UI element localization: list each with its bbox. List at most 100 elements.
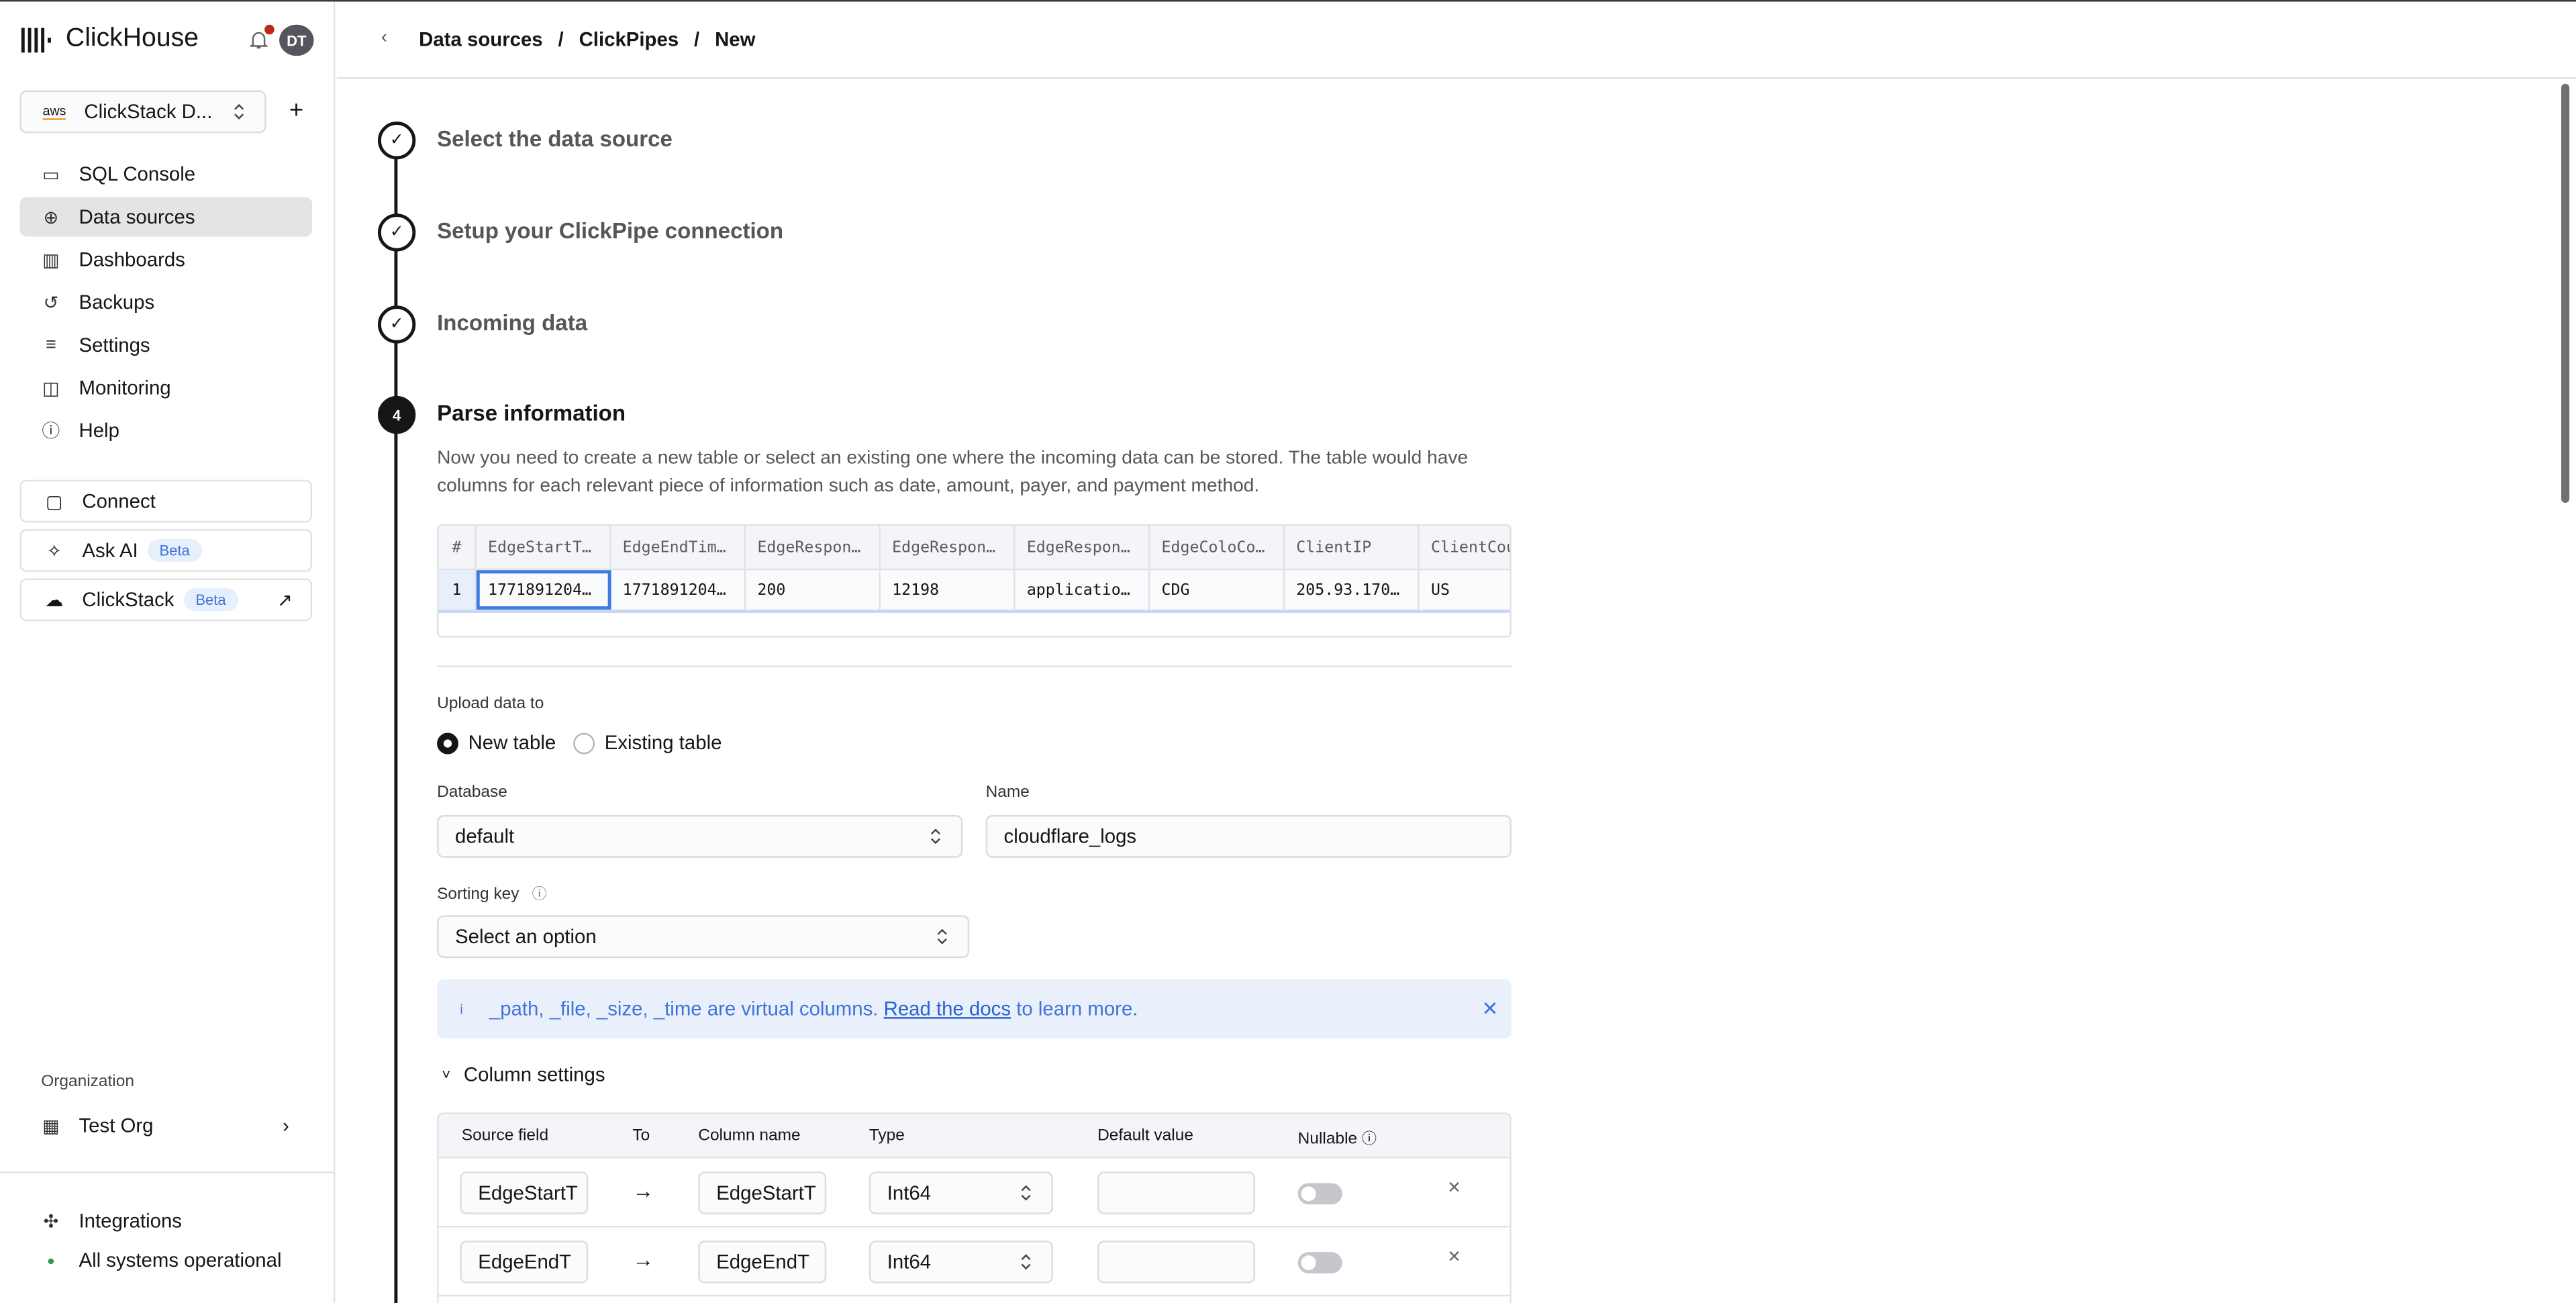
sidebar-item-data-sources[interactable]: ⊕ Data sources <box>19 197 313 237</box>
sidebar-item-settings[interactable]: ≡ Settings <box>19 326 312 365</box>
sidebar-item-label: SQL Console <box>79 162 196 186</box>
sorting-key-text: Sorting key <box>437 885 519 904</box>
radio-label: New table <box>468 731 556 755</box>
ask-ai-button[interactable]: ✧ Ask AI Beta <box>19 529 313 572</box>
sidebar-item-sql-console[interactable]: ▭ SQL Console <box>19 154 312 194</box>
step-3-title[interactable]: Incoming data <box>437 310 588 336</box>
service-selector[interactable]: aws ClickStack D... <box>19 90 266 134</box>
bell-icon[interactable] <box>250 30 268 49</box>
avatar[interactable]: DT <box>279 24 314 56</box>
remove-column-icon[interactable]: ✕ <box>1447 1179 1461 1198</box>
header-divider <box>336 77 2576 79</box>
database-select[interactable]: default <box>437 815 963 858</box>
data-sources-icon: ⊕ <box>43 207 59 228</box>
grid-cell[interactable]: applicatio… <box>1015 570 1150 610</box>
column-settings-toggle[interactable]: ˅ Column settings <box>442 1063 605 1086</box>
remove-column-icon[interactable]: ✕ <box>1447 1249 1461 1267</box>
default-value-input[interactable] <box>1097 1241 1256 1284</box>
integrations-link[interactable]: ✣ Integrations <box>19 1201 312 1241</box>
step-2-check-icon: ✓ <box>377 213 416 252</box>
toggle-knob <box>1301 1255 1316 1271</box>
grid-header[interactable]: ClientCou <box>1420 526 1509 569</box>
connect-icon: ▢ <box>46 492 63 512</box>
backup-icon: ↺ <box>43 293 59 313</box>
close-icon[interactable]: ✕ <box>1481 997 1499 1021</box>
sidebar-item-backups[interactable]: ↺ Backups <box>19 283 312 322</box>
header-to: To <box>632 1127 650 1146</box>
back-chevron-icon[interactable]: ‹ <box>381 28 387 48</box>
header-type: Type <box>869 1127 905 1146</box>
grid-header[interactable]: EdgeStartT… <box>477 526 611 569</box>
external-link-icon: ↗ <box>277 590 293 611</box>
read-docs-link[interactable]: Read the docs <box>883 997 1011 1021</box>
toggle-knob <box>1301 1186 1316 1202</box>
type-select[interactable]: Int64 <box>869 1241 1053 1284</box>
type-select[interactable]: Int64 <box>869 1171 1053 1214</box>
data-preview-grid: # EdgeStartT… EdgeEndTim… EdgeRespon… Ed… <box>437 524 1512 638</box>
info-icon[interactable]: ⓘ <box>532 885 547 902</box>
source-field-input[interactable]: EdgeEndT <box>460 1241 589 1284</box>
grid-header[interactable]: EdgeRespon… <box>1015 526 1150 569</box>
chevron-right-icon: › <box>283 1114 289 1137</box>
sidebar-item-dashboards[interactable]: ▥ Dashboards <box>19 240 312 279</box>
column-name-input[interactable]: EdgeStartT <box>698 1171 827 1214</box>
status-link[interactable]: ● All systems operational <box>19 1241 312 1280</box>
sorting-key-select[interactable]: Select an option <box>437 915 970 959</box>
banner-suffix: to learn more. <box>1011 997 1138 1021</box>
connect-button[interactable]: ▢ Connect <box>19 479 313 523</box>
logo[interactable]: ClickHouse <box>21 25 199 54</box>
grid-cell[interactable]: US <box>1420 570 1510 610</box>
grid-header[interactable]: EdgeRespon… <box>746 526 881 569</box>
radio-existing-table[interactable]: Existing table <box>573 731 722 754</box>
org-selector[interactable]: ▦ Test Org › <box>19 1106 312 1145</box>
sidebar-item-help[interactable]: ⓘ Help <box>19 411 312 450</box>
upload-label: Upload data to <box>437 695 544 714</box>
chevron-down-icon: ˅ <box>442 1066 451 1083</box>
step-4-title: Parse information <box>437 401 626 426</box>
status-text: All systems operational <box>79 1249 282 1272</box>
column-settings-header: Source field To Column name Type Default… <box>438 1114 1510 1159</box>
info-icon[interactable]: ⓘ <box>1361 1130 1377 1147</box>
database-value: default <box>455 824 515 849</box>
scrollbar[interactable] <box>2561 83 2570 503</box>
grid-cell[interactable]: 12198 <box>881 570 1015 610</box>
grid-cell[interactable]: 205.93.170… <box>1285 570 1420 610</box>
grid-cell[interactable]: 1771891204… <box>611 570 746 610</box>
grid-cell[interactable]: 1771891204… <box>476 570 611 610</box>
app-name: ClickHouse <box>65 24 199 53</box>
sidebar-item-monitoring[interactable]: ◫ Monitoring <box>19 368 312 407</box>
step-3-check-icon: ✓ <box>377 305 416 344</box>
radio-new-table[interactable]: New table <box>437 731 556 754</box>
step-1-title[interactable]: Select the data source <box>437 126 673 152</box>
column-name-input[interactable]: EdgeEndT <box>698 1241 827 1284</box>
service-name: ClickStack D... <box>84 100 213 124</box>
radio-unchecked-icon <box>573 732 595 754</box>
breadcrumb-data-sources[interactable]: Data sources <box>419 28 543 51</box>
grid-cell[interactable]: 200 <box>746 570 881 610</box>
grid-header[interactable]: EdgeColoCo… <box>1150 526 1285 569</box>
grid-header[interactable]: EdgeEndTim… <box>611 526 746 569</box>
clickstack-button[interactable]: ☁ ClickStack Beta ↗ <box>19 578 313 622</box>
column-settings-table: Source field To Column name Type Default… <box>437 1112 1512 1303</box>
grid-header[interactable]: ClientIP <box>1285 526 1420 569</box>
breadcrumb-separator: / <box>694 28 700 51</box>
monitoring-icon: ◫ <box>42 379 60 399</box>
clickhouse-logo-icon <box>21 27 51 52</box>
nullable-toggle[interactable] <box>1297 1252 1342 1273</box>
table-name-input[interactable]: cloudflare_logs <box>985 815 1512 858</box>
notification-dot <box>264 24 275 35</box>
sidebar-item-label: Monitoring <box>79 376 171 399</box>
nullable-toggle[interactable] <box>1297 1183 1342 1205</box>
add-service-icon[interactable]: + <box>289 97 304 126</box>
breadcrumb-clickpipes[interactable]: ClickPipes <box>579 28 679 51</box>
step-2-title[interactable]: Setup your ClickPipe connection <box>437 218 784 244</box>
grid-cell[interactable]: CDG <box>1150 570 1285 610</box>
monitor-icon: ▭ <box>42 164 60 185</box>
sidebar-item-label: Backups <box>79 291 155 314</box>
grid-header[interactable]: EdgeRespon… <box>881 526 1015 569</box>
source-field-input[interactable]: EdgeStartT <box>460 1171 589 1214</box>
header-source-field: Source field <box>461 1127 549 1146</box>
default-value-input[interactable] <box>1097 1171 1256 1214</box>
connect-label: Connect <box>82 489 156 513</box>
header-column-name: Column name <box>698 1127 801 1146</box>
